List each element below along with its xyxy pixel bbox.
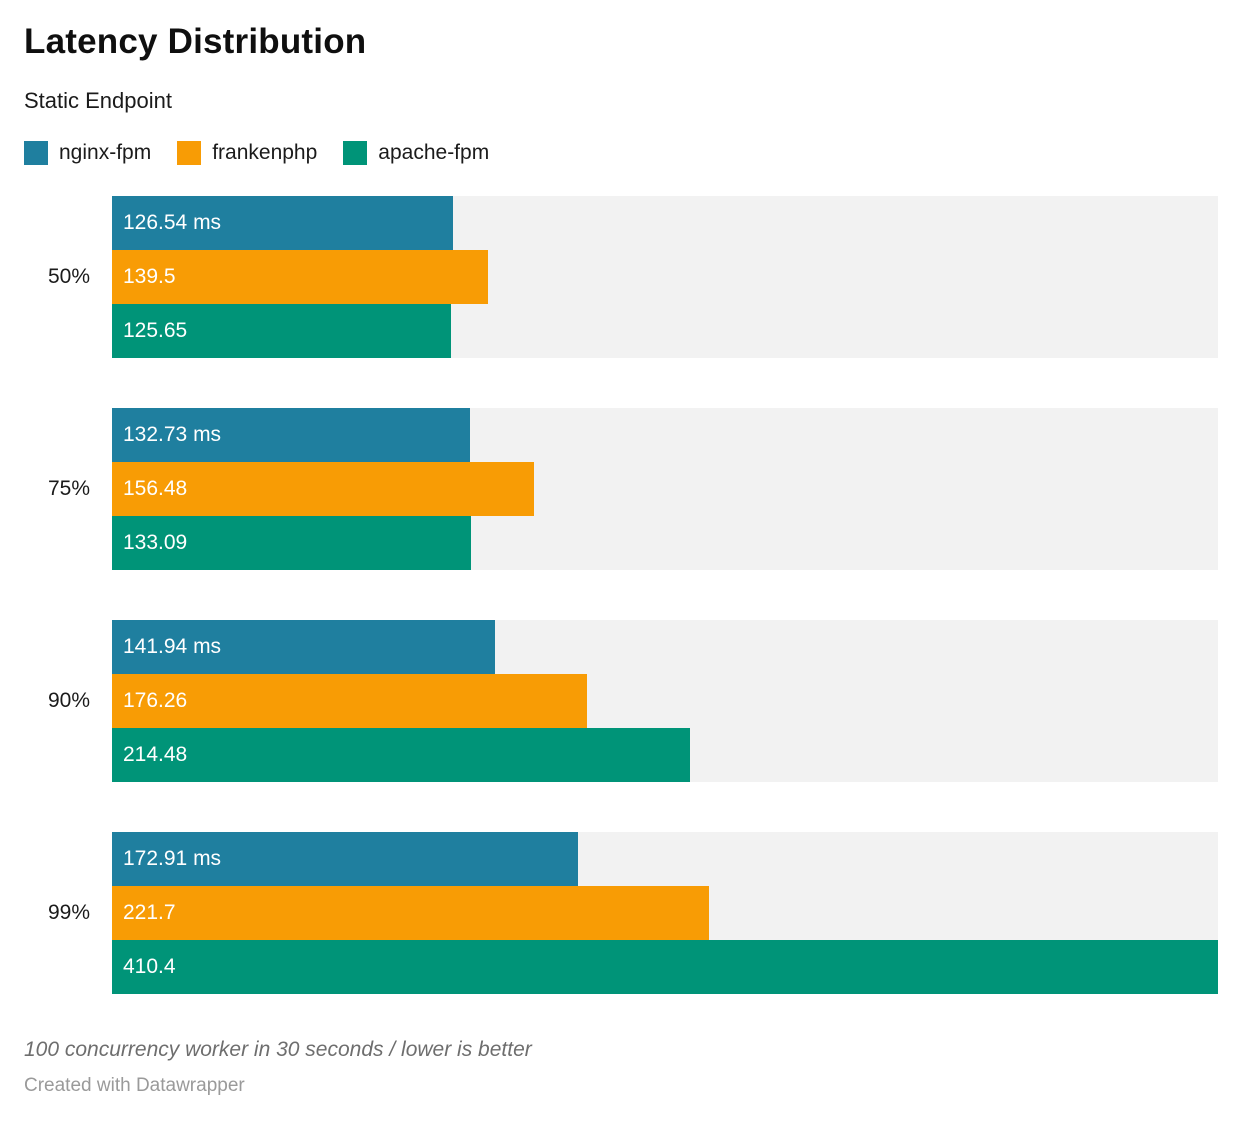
- bar-apache-fpm: 133.09: [112, 515, 471, 570]
- category-label: 90%: [47, 688, 90, 712]
- bar-value-label: 132.73 ms: [123, 422, 222, 446]
- legend-item-apache-fpm: apache-fpm: [343, 140, 490, 165]
- bar-group-90%: 90% 141.94 ms 176.26 214.48: [24, 619, 1218, 782]
- bar-value-label: 156.48: [123, 476, 188, 500]
- bar-nginx-fpm: 126.54 ms: [112, 195, 454, 250]
- bar-nginx-fpm: 132.73 ms: [112, 407, 470, 462]
- chart-note: 100 concurrency worker in 30 seconds / l…: [24, 1037, 532, 1061]
- bar-group-99%: 99% 172.91 ms 221.7 410.4: [24, 831, 1218, 994]
- bar-value-label: 221.7: [123, 900, 176, 924]
- legend-item-frankenphp: frankenphp: [177, 140, 318, 165]
- bar-value-label: 176.26: [123, 688, 188, 712]
- chart-title: Latency Distribution: [24, 22, 367, 61]
- category-label: 75%: [47, 476, 90, 500]
- legend-label: nginx-fpm: [59, 140, 152, 164]
- bar-value-label: 133.09: [123, 530, 188, 554]
- bar-frankenphp: 156.48: [112, 461, 534, 516]
- bar-frankenphp: 221.7: [112, 885, 710, 940]
- legend: nginx-fpm frankenphp apache-fpm: [24, 140, 1218, 165]
- bar-value-label: 410.4: [123, 954, 176, 978]
- bar-track: 172.91 ms 221.7 410.4: [112, 831, 1218, 994]
- bar-value-label: 139.5: [123, 264, 176, 288]
- legend-swatch-apache-fpm: [343, 140, 368, 165]
- legend-swatch-frankenphp: [177, 140, 202, 165]
- bar-apache-fpm: 214.48: [112, 727, 690, 782]
- bar-group-75%: 75% 132.73 ms 156.48 133.09: [24, 407, 1218, 570]
- bar-frankenphp: 139.5: [112, 249, 488, 304]
- chart-subtitle: Static Endpoint: [24, 87, 172, 113]
- bar-track: 126.54 ms 139.5 125.65: [112, 195, 1218, 358]
- bar-frankenphp: 176.26: [112, 673, 587, 728]
- bar-value-label: 141.94 ms: [123, 634, 222, 658]
- datawrapper-attribution-link[interactable]: Created with Datawrapper: [24, 1074, 245, 1096]
- bar-value-label: 172.91 ms: [123, 846, 222, 870]
- bar-nginx-fpm: 172.91 ms: [112, 831, 578, 886]
- bar-apache-fpm: 410.4: [112, 939, 1218, 994]
- bar-value-label: 214.48: [123, 742, 188, 766]
- bar-value-label: 126.54 ms: [123, 210, 222, 234]
- legend-label: apache-fpm: [378, 140, 490, 164]
- chart: 50% 126.54 ms 139.5 125.65 75% 132.73 ms 156.4…: [24, 195, 1218, 994]
- category-label: 99%: [47, 900, 90, 924]
- legend-label: frankenphp: [212, 140, 318, 164]
- bar-value-label: 125.65: [123, 318, 188, 342]
- category-label: 50%: [47, 264, 90, 288]
- bar-nginx-fpm: 141.94 ms: [112, 619, 495, 674]
- bar-track: 132.73 ms 156.48 133.09: [112, 407, 1218, 570]
- bar-group-50%: 50% 126.54 ms 139.5 125.65: [24, 195, 1218, 358]
- legend-swatch-nginx-fpm: [24, 140, 48, 165]
- bar-apache-fpm: 125.65: [112, 303, 451, 358]
- bar-track: 141.94 ms 176.26 214.48: [112, 619, 1218, 782]
- legend-item-nginx-fpm: nginx-fpm: [24, 140, 152, 165]
